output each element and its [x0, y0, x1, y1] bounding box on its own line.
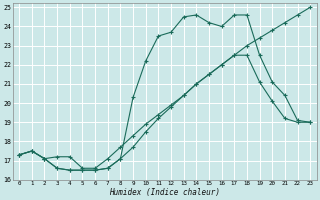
X-axis label: Humidex (Indice chaleur): Humidex (Indice chaleur): [109, 188, 220, 197]
